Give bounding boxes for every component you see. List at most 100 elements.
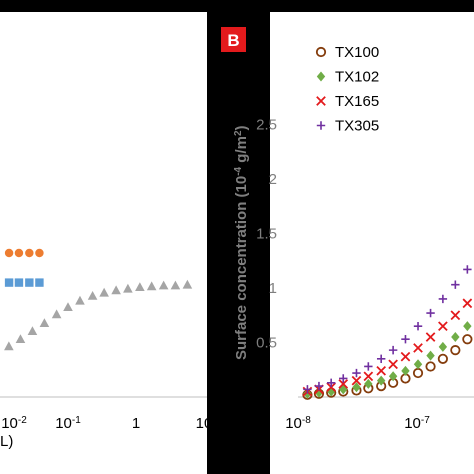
panel-a-point — [87, 291, 98, 300]
panel-a-point — [4, 278, 14, 287]
panel-b-point — [339, 374, 348, 383]
panel-a-x-tick-label: 10-2 — [1, 415, 27, 433]
panel-a-point — [15, 334, 26, 343]
panel-b-point — [388, 345, 398, 355]
panel-b-point — [437, 353, 448, 364]
panel-b-point — [303, 385, 312, 394]
panel-b-point — [413, 359, 423, 370]
panel-b-point — [438, 321, 448, 331]
panel-a-point — [35, 278, 44, 287]
panel-b-point — [450, 310, 461, 321]
panel-a-point — [170, 280, 181, 290]
panel-b-point — [338, 379, 349, 389]
panel-a-x-axis-title-partial: L) — [0, 433, 13, 450]
panel-a-card — [0, 12, 207, 474]
panel-b-point — [413, 321, 423, 331]
panel-b-point — [401, 365, 410, 376]
panel-a-x-ticks: 10-2 10-1 1 10 — [1, 415, 212, 433]
ylabel-sup: -4 — [233, 166, 244, 175]
panel-b-y-tick-label: 0.5 — [256, 335, 277, 352]
panel-b-point — [425, 332, 436, 342]
panel-b-point — [401, 335, 410, 344]
panel-a-point — [123, 283, 133, 293]
panel-b-point — [426, 308, 435, 318]
panel-b-y-tick-label: 2 — [269, 171, 277, 188]
legend-label: TX100 — [335, 44, 379, 61]
panel-a-point — [135, 282, 145, 291]
panel-b-y-tick-label: 1.5 — [256, 226, 277, 243]
panel-b-point — [438, 294, 448, 304]
panel-b-point — [438, 341, 448, 352]
panel-b-point — [413, 343, 423, 353]
panel-b-y-axis-title: Surface concentration (10-4 g/m2) — [233, 125, 251, 360]
panel-a-point — [4, 341, 14, 351]
panel-b-point — [450, 345, 461, 356]
panel-a-point — [27, 326, 38, 335]
panel-a-point — [4, 248, 14, 258]
panel-b-point — [314, 387, 324, 398]
ylabel-end: ) — [233, 125, 250, 130]
panel-b-point — [451, 332, 460, 343]
panel-a-point — [14, 278, 24, 287]
panel-b-y-tick-label: 2.5 — [256, 117, 277, 134]
panel-b-point — [400, 351, 411, 362]
legend-label: TX165 — [335, 93, 379, 110]
panel-b-x-tick-label: 10-8 — [285, 415, 311, 433]
panel-b-point — [363, 371, 374, 382]
panel-b-point — [376, 366, 387, 376]
panel-a-point — [158, 280, 169, 290]
panel-b-legend: TX100 TX102 TX165 TX305 — [315, 44, 379, 135]
panel-b-y-ticks: 0.5 1 1.5 2 2.5 — [256, 117, 277, 352]
panel-b-point — [352, 382, 361, 393]
panel-a-point — [182, 279, 193, 289]
panel-a-point — [25, 248, 34, 258]
panel-a-point — [99, 287, 109, 297]
panel-a-point — [111, 285, 121, 295]
legend-label: TX102 — [335, 69, 379, 86]
legend-marker — [316, 71, 326, 82]
panel-b-point — [451, 280, 460, 289]
panel-b-point — [463, 321, 472, 332]
panel-a-point — [14, 248, 24, 258]
panel-b-point — [463, 265, 472, 274]
panel-b-point — [462, 334, 473, 345]
panel-a-x-tick-label: 1 — [132, 415, 140, 432]
panel-b-point — [364, 378, 373, 389]
panel-b-point — [326, 378, 336, 388]
panel-a-point — [25, 278, 34, 287]
panel-b-point — [388, 371, 398, 382]
panel-b-point — [376, 375, 386, 386]
panel-b-point — [462, 298, 473, 309]
panel-a-x-tick-label: 10-1 — [55, 415, 81, 433]
panel-a-data — [4, 248, 193, 351]
panel-b-y-tick-label: 1 — [269, 280, 277, 297]
panel-b-point — [388, 359, 398, 370]
panel-b-data — [302, 265, 473, 400]
panel-b-point — [364, 362, 373, 371]
panel-b-point — [314, 381, 324, 391]
ylabel-main: Surface concentration (10 — [233, 176, 250, 360]
panel-a-point — [39, 318, 50, 327]
panel-a-point — [75, 295, 85, 305]
panel-b-point — [352, 368, 361, 378]
legend-label: TX305 — [335, 118, 379, 135]
ylabel-sup2: 2 — [233, 130, 244, 136]
panel-a-point — [146, 281, 157, 291]
panel-b-label-box — [221, 27, 246, 52]
panel-b-point — [376, 354, 386, 364]
panel-b-point — [303, 388, 312, 399]
panel-a-point — [63, 302, 73, 311]
panel-a-point — [35, 248, 44, 258]
legend-marker — [316, 121, 326, 130]
panel-b-point — [351, 375, 362, 386]
panel-b-x-ticks: 10-8 10-7 — [285, 415, 430, 433]
panel-b-point — [425, 361, 436, 372]
panel-a-x-tick-label: 10 — [196, 415, 213, 432]
legend-marker — [316, 96, 326, 106]
panel-b-x-tick-label: 10-7 — [404, 415, 430, 433]
ylabel-mid: g/m — [233, 136, 250, 167]
legend-marker — [315, 46, 327, 58]
panel-b-label: B — [227, 31, 239, 50]
panel-a-point — [51, 309, 62, 319]
